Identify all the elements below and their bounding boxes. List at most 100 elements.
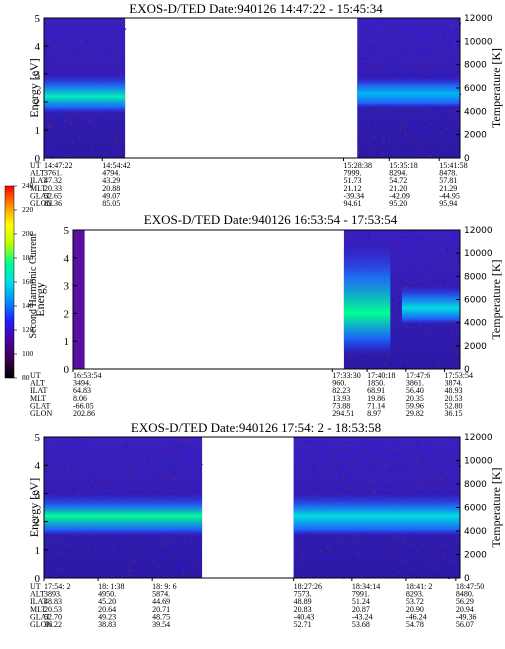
noise-speck (337, 540, 340, 542)
noise-speck (357, 135, 359, 137)
ephemeris-value: -43.24 (352, 612, 373, 621)
ephemeris-value: 94.61 (344, 199, 362, 208)
noise-speck (423, 324, 425, 326)
y2-tick-label: 2000 (464, 551, 487, 561)
noise-speck (425, 350, 427, 352)
noise-speck (395, 62, 397, 64)
noise-speck (130, 477, 132, 479)
noise-speck (389, 491, 391, 493)
noise-speck (406, 49, 409, 51)
noise-speck (188, 455, 190, 458)
noise-speck (420, 234, 422, 236)
noise-speck (389, 440, 391, 442)
noise-speck (131, 448, 134, 450)
noise-speck (373, 25, 375, 27)
noise-speck (67, 468, 70, 470)
noise-speck (402, 36, 404, 38)
noise-speck (301, 559, 304, 561)
noise-speck (187, 440, 190, 442)
noise-speck (163, 474, 165, 476)
noise-speck (437, 135, 439, 137)
noise-speck (406, 537, 409, 539)
noise-speck (453, 488, 456, 490)
noise-speck (431, 344, 434, 346)
ephemeris-value: 20.33 (44, 184, 62, 193)
ephemeris-value: 95.20 (389, 199, 407, 208)
ephemeris-value: 82.36 (44, 199, 62, 208)
noise-speck (179, 445, 181, 448)
ephemeris-value: 43.29 (102, 176, 120, 185)
noise-speck (333, 556, 336, 558)
noise-speck (118, 145, 120, 147)
noise-speck (407, 361, 409, 363)
noise-speck (389, 457, 391, 459)
noise-speck (444, 282, 446, 284)
colorbar-tick-label: 120 (22, 325, 34, 334)
noise-speck (440, 352, 443, 354)
noise-speck (429, 128, 432, 130)
noise-speck (91, 549, 93, 551)
noise-speck (453, 238, 455, 240)
noise-speck (110, 51, 112, 54)
noise-speck (457, 61, 460, 63)
noise-speck (420, 49, 422, 51)
ephemeris-value: 15:35:18 (389, 161, 417, 170)
noise-speck (405, 561, 408, 563)
noise-speck (438, 255, 440, 257)
noise-speck (367, 237, 370, 239)
noise-speck (392, 73, 395, 75)
ephemeris-value: 71.14 (367, 401, 385, 410)
noise-speck (44, 146, 46, 149)
noise-speck (345, 235, 348, 237)
y2-tick-label: 0 (464, 574, 470, 584)
ephemeris-value: 7573. (294, 590, 312, 599)
noise-speck (324, 558, 326, 560)
ephemeris-value: 64.83 (73, 386, 91, 395)
noise-speck (154, 536, 157, 539)
noise-speck (441, 475, 444, 477)
noise-speck (389, 58, 392, 60)
ephemeris-label: ILAT (30, 597, 47, 606)
ephemeris-value: 52.70 (44, 612, 62, 621)
noise-speck (453, 560, 455, 562)
noise-speck (387, 356, 389, 358)
noise-speck (371, 124, 374, 126)
noise-speck (421, 239, 423, 241)
noise-speck (167, 445, 170, 448)
noise-speck (447, 284, 449, 286)
y2-tick-label: 12000 (464, 226, 493, 236)
panel-title: EXOS-D/TED Date:940126 14:47:22 - 15:45:… (129, 1, 383, 16)
noise-speck (173, 490, 176, 492)
y2-tick-label: 10000 (464, 37, 493, 47)
ephemeris-value: 18:41: 2 (406, 582, 432, 591)
ephemeris-label: GLON (30, 409, 52, 418)
noise-speck (44, 52, 47, 54)
noise-speck (110, 483, 113, 485)
ephemeris-value: 45.20 (98, 597, 116, 606)
noise-speck (340, 467, 342, 469)
noise-speck (110, 65, 113, 67)
ephemeris-value: 19.86 (367, 394, 385, 403)
noise-speck (427, 481, 430, 483)
noise-speck (425, 32, 427, 34)
ephemeris-value: 85.05 (102, 199, 120, 208)
colorbar-tick-label: 80 (22, 373, 30, 382)
noise-speck (383, 363, 386, 365)
noise-speck (184, 482, 187, 485)
y-tick-label: 4 (35, 460, 41, 472)
noise-speck (62, 131, 65, 133)
ephemeris-value: 54.72 (389, 176, 407, 185)
noise-speck (408, 550, 410, 552)
noise-speck (173, 450, 176, 452)
noise-speck (61, 462, 63, 464)
y-axis-label: Energy [eV] (27, 58, 41, 117)
ephemeris-value: 18:34:14 (352, 582, 380, 591)
ephemeris-value: 4794. (102, 169, 120, 178)
noise-speck (436, 112, 438, 114)
noise-speck (368, 235, 371, 237)
noise-speck (114, 55, 117, 58)
noise-speck (396, 298, 399, 301)
noise-speck (122, 536, 125, 538)
noise-speck (440, 239, 443, 241)
noise-speck (328, 538, 331, 541)
